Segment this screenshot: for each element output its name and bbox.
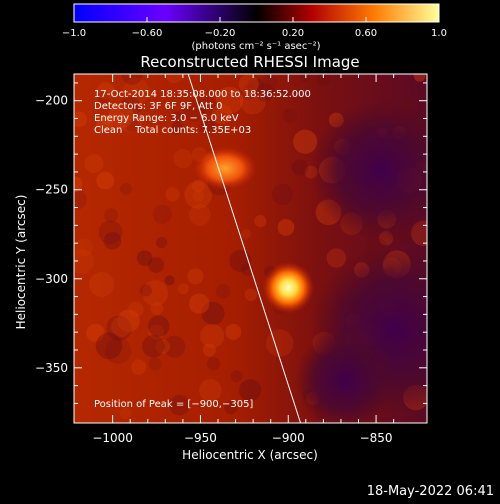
y-tick-label: −300 bbox=[35, 272, 68, 286]
colorbar-gradient bbox=[73, 3, 440, 23]
x-tick-label: −900 bbox=[272, 431, 305, 445]
peak-source bbox=[262, 261, 315, 314]
colorbar-tick-label: 0.20 bbox=[282, 28, 304, 39]
colorbar-label: (photons cm⁻² s⁻¹ asec⁻²) bbox=[191, 41, 320, 52]
x-tick-label: −1000 bbox=[92, 431, 133, 445]
x-tick-label: −850 bbox=[360, 431, 393, 445]
footer-timestamp: 18-May-2022 06:41 bbox=[367, 484, 494, 499]
secondary-source bbox=[193, 146, 258, 191]
y-tick-label: −250 bbox=[35, 183, 68, 197]
solar-limb-line bbox=[187, 74, 302, 423]
annotation-energy-range: Energy Range: 3.0 − 6.0 keV bbox=[94, 113, 239, 124]
heatmap-image bbox=[74, 74, 427, 423]
colorbar-tick-label: 1.0 bbox=[431, 28, 447, 39]
colorbar-tick-label: 0.60 bbox=[355, 28, 377, 39]
annotation-block: 17-Oct-2014 18:35:08.000 to 18:36:52.000… bbox=[94, 89, 311, 410]
annotation-detectors: Detectors: 3F 6F 9F, Att 0 bbox=[94, 101, 222, 112]
annotation-counts: Clean Total counts: 7.35E+03 bbox=[94, 125, 251, 136]
colorbar-tick-label: −0.20 bbox=[205, 28, 236, 39]
y-axis-label: Heliocentric Y (arcsec) bbox=[14, 195, 28, 330]
x-axis-label: Heliocentric X (arcsec) bbox=[182, 448, 318, 462]
colorbar-tick-label: −1.0 bbox=[62, 28, 86, 39]
axis-ticks: −1000 −950 −900 −850 −200 −250 −300 −350 bbox=[35, 74, 427, 445]
annotation-peak-position: Position of Peak = [−900,−305] bbox=[94, 399, 253, 410]
plot-frame bbox=[73, 73, 428, 424]
y-tick-label: −200 bbox=[35, 94, 68, 108]
x-tick-label: −950 bbox=[184, 431, 217, 445]
annotation-time-range: 17-Oct-2014 18:35:08.000 to 18:36:52.000 bbox=[94, 89, 311, 100]
colorbar-tick-label: −0.60 bbox=[132, 28, 163, 39]
chart-title: Reconstructed RHESSI Image bbox=[140, 53, 359, 71]
colorbar-ticks: −1.0 −0.60 −0.20 0.20 0.60 1.0 bbox=[62, 17, 447, 39]
y-tick-label: −350 bbox=[35, 361, 68, 375]
